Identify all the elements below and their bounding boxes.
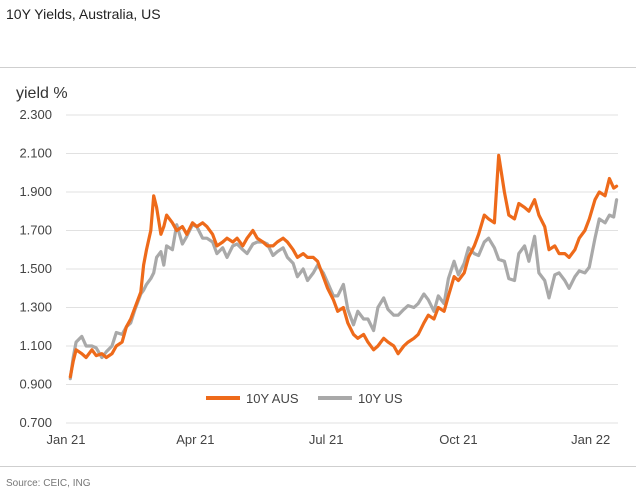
legend: 10Y AUS 10Y US xyxy=(206,391,403,406)
y-tick-labels: 2.300 2.100 1.900 1.700 1.500 1.300 1.100 0.900… xyxy=(19,107,52,430)
top-divider xyxy=(0,67,636,68)
x-tick-label: Jan 22 xyxy=(571,432,610,447)
series-layer xyxy=(68,153,619,381)
x-tick-label: Jan 21 xyxy=(46,432,85,447)
source-note: Source: CEIC, ING xyxy=(6,478,91,489)
x-tick-label: Apr 21 xyxy=(176,432,214,447)
y-tick-label: 1.700 xyxy=(19,223,52,238)
chart-title: 10Y Yields, Australia, US xyxy=(6,6,161,22)
y-tick-label: 1.100 xyxy=(19,338,52,353)
legend-label-aus: 10Y AUS xyxy=(246,391,299,406)
y-tick-label: 2.300 xyxy=(19,107,52,122)
y-tick-label: 0.700 xyxy=(19,415,52,430)
grid-layer xyxy=(66,114,618,424)
bottom-divider xyxy=(0,466,636,467)
x-tick-label: Jul 21 xyxy=(309,432,344,447)
legend-label-us: 10Y US xyxy=(358,391,403,406)
y-tick-label: 1.900 xyxy=(19,184,52,199)
y-tick-label: 1.500 xyxy=(19,261,52,276)
series-line-aus xyxy=(68,153,619,379)
y-tick-label: 2.100 xyxy=(19,146,52,161)
x-tick-labels: Jan 21 Apr 21 Jul 21 Oct 21 Jan 22 xyxy=(46,432,610,447)
series-line-us xyxy=(68,198,619,381)
y-tick-label: 0.900 xyxy=(19,377,52,392)
y-axis-label: yield % xyxy=(16,85,68,102)
y-tick-label: 1.300 xyxy=(19,300,52,315)
x-tick-label: Oct 21 xyxy=(439,432,477,447)
